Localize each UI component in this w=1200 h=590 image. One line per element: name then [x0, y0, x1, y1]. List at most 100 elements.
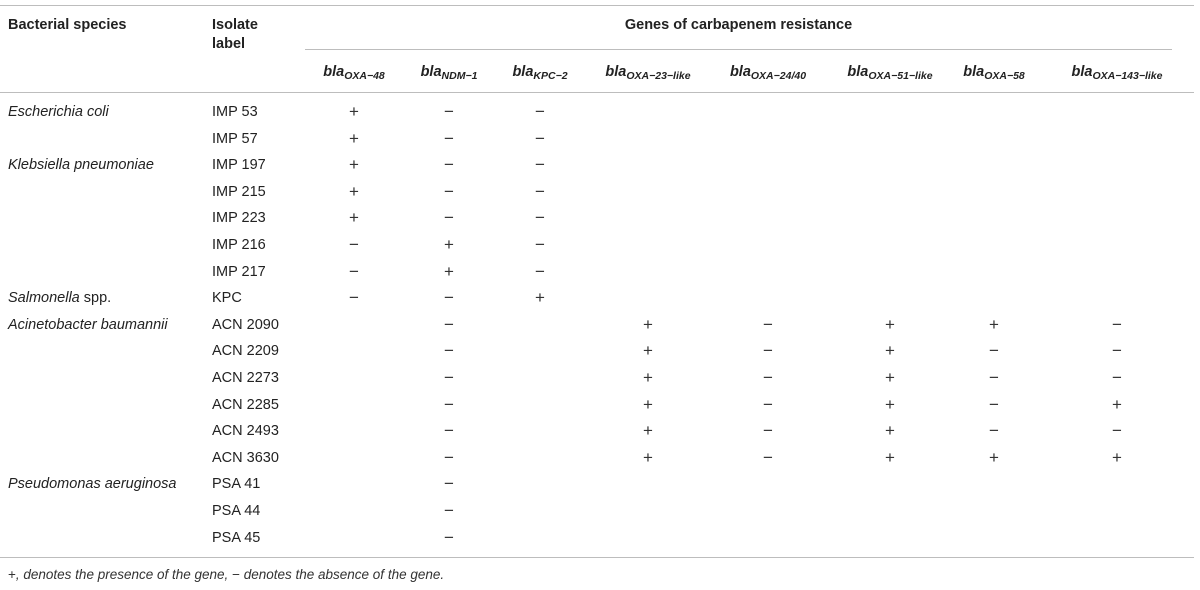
isolate-label: PSA 45 [212, 529, 261, 546]
gene-absent-mark: − [763, 341, 773, 361]
gene-absent-mark: − [1112, 341, 1122, 361]
gene-absent-mark: − [763, 421, 773, 441]
gene-absent-mark: − [444, 314, 454, 334]
header-bottom-rule [0, 92, 1194, 93]
gene-absent-mark: − [763, 447, 773, 467]
gene-absent-mark: − [763, 394, 773, 414]
gene-present-mark: + [349, 208, 359, 228]
gene-header: blaOXA−48 [284, 64, 424, 82]
species-name-italic: Salmonella [8, 290, 80, 307]
isolate-label: IMP 197 [212, 157, 266, 174]
gene-absent-mark: − [349, 288, 359, 308]
species-name-italic: Escherichia coli [8, 104, 109, 120]
species-name-italic: Pseudomonas aeruginosa [8, 476, 177, 493]
gene-header-subscript: OXA−23−like [626, 70, 691, 82]
gene-absent-mark: − [444, 288, 454, 308]
gene-present-mark: + [643, 314, 653, 334]
gene-present-mark: + [643, 421, 653, 441]
gene-absent-mark: − [535, 102, 545, 121]
gene-absent-mark: − [444, 341, 454, 361]
gene-present-mark: + [643, 394, 653, 414]
gene-absent-mark: − [444, 421, 454, 441]
species-name-italic: Klebsiella pneumoniae [8, 157, 154, 174]
isolate-label: PSA 44 [212, 503, 261, 519]
gene-absent-mark: − [349, 261, 359, 281]
gene-present-mark: + [885, 368, 895, 387]
isolate-label: IMP 53 [212, 104, 258, 120]
gene-present-mark: + [643, 341, 653, 361]
isolate-label: IMP 217 [212, 263, 266, 280]
table-footnote: +, denotes the presence of the gene, − d… [8, 567, 444, 582]
gene-absent-mark: − [989, 368, 999, 387]
gene-absent-mark: − [349, 235, 359, 254]
gene-header-base: bla [1071, 64, 1093, 80]
gene-absent-mark: − [444, 102, 454, 121]
gene-header: blaOXA−24/40 [698, 64, 838, 82]
gene-absent-mark: − [444, 128, 454, 148]
gene-header-base: bla [420, 64, 442, 80]
isolate-label: PSA 41 [212, 476, 261, 493]
gene-present-mark: + [989, 314, 999, 334]
gene-absent-mark: − [444, 181, 454, 201]
isolate-label: IMP 215 [212, 183, 266, 200]
isolate-label: IMP 216 [212, 237, 266, 253]
gene-header-subscript: OXA−24/40 [750, 70, 807, 82]
gene-header-base: bla [323, 64, 345, 80]
gene-header-subscript: OXA−143−like [1092, 70, 1163, 82]
footnote-plus-text: , denotes the presence of the gene, [15, 567, 233, 582]
isolate-label: ACN 2493 [212, 423, 279, 440]
species-name: Escherichia coli [8, 104, 109, 120]
gene-present-mark: + [1112, 394, 1122, 414]
gene-absent-mark: − [763, 314, 773, 334]
gene-absent-mark: − [763, 368, 773, 387]
gene-header-base: bla [605, 64, 627, 80]
species-name: Acinetobacter baumannii [8, 317, 168, 333]
gene-present-mark: + [885, 421, 895, 441]
gene-present-mark: + [1112, 447, 1122, 467]
footnote-minus-symbol: − [232, 567, 240, 582]
gene-header-subscript: OXA−51−like [868, 70, 933, 82]
footnote-minus-text: denotes the absence of the gene. [239, 567, 445, 582]
gene-present-mark: + [885, 447, 895, 467]
gene-present-mark: + [643, 368, 653, 387]
isolate-label: ACN 2273 [212, 370, 279, 386]
isolate-label: KPC [212, 290, 242, 307]
gene-present-mark: + [535, 288, 545, 308]
header-gene-group: Genes of carbapenem resistance [624, 17, 853, 33]
gene-absent-mark: − [444, 208, 454, 228]
gene-absent-mark: − [444, 155, 454, 175]
gene-absent-mark: − [535, 208, 545, 228]
isolate-label: ACN 2090 [212, 316, 279, 333]
gene-absent-mark: − [444, 394, 454, 414]
isolate-label: IMP 223 [212, 210, 266, 227]
gene-absent-mark: − [989, 394, 999, 414]
gene-absent-mark: − [444, 474, 454, 494]
gene-group-rule [305, 49, 1172, 50]
species-name-suffix: spp. [79, 290, 112, 307]
gene-header: blaOXA−143−like [1047, 64, 1187, 82]
gene-header: blaOXA−23−like [578, 64, 718, 82]
gene-absent-mark: − [1112, 368, 1122, 387]
gene-header-subscript: OXA−58 [984, 70, 1025, 82]
gene-present-mark: + [349, 102, 359, 121]
gene-absent-mark: − [1112, 421, 1122, 441]
gene-absent-mark: − [444, 447, 454, 467]
gene-present-mark: + [444, 261, 454, 281]
table-bottom-rule [0, 557, 1194, 558]
gene-present-mark: + [885, 394, 895, 414]
gene-absent-mark: − [535, 181, 545, 201]
gene-present-mark: + [989, 447, 999, 467]
species-name: Salmonella spp. [8, 290, 111, 306]
gene-absent-mark: − [989, 421, 999, 441]
gene-absent-mark: − [989, 341, 999, 361]
gene-absent-mark: − [535, 261, 545, 281]
gene-absent-mark: − [1112, 314, 1122, 334]
gene-header-subscript: OXA−48 [344, 70, 385, 82]
gene-present-mark: + [643, 447, 653, 467]
species-name: Klebsiella pneumoniae [8, 157, 154, 173]
header-isolate: Isolate label [212, 17, 258, 52]
gene-header-base: bla [847, 64, 869, 80]
gene-present-mark: + [885, 314, 895, 334]
gene-present-mark: + [349, 128, 359, 148]
isolate-label: ACN 2209 [212, 343, 279, 360]
